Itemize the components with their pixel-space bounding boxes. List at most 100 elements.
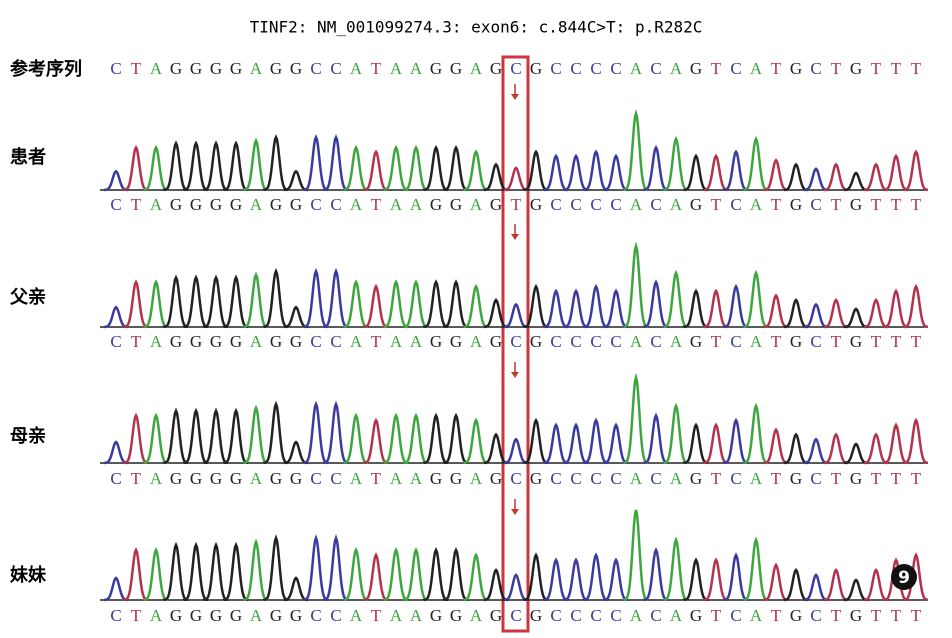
base: C xyxy=(590,332,601,351)
base: A xyxy=(390,195,403,214)
base: G xyxy=(450,195,462,214)
peak xyxy=(702,288,728,329)
peak xyxy=(863,567,889,602)
base: G xyxy=(450,469,462,488)
peak xyxy=(242,137,269,192)
peak xyxy=(283,576,309,602)
peak xyxy=(302,400,329,465)
base: T xyxy=(711,332,722,351)
base: C xyxy=(590,59,601,78)
base: T xyxy=(711,59,722,78)
peak xyxy=(182,407,209,465)
peak xyxy=(702,557,729,602)
peak xyxy=(522,149,549,192)
peak xyxy=(283,305,309,329)
base: A xyxy=(410,469,423,488)
base: T xyxy=(131,59,142,78)
base: G xyxy=(790,195,802,214)
base: G xyxy=(190,195,202,214)
base: C xyxy=(610,59,621,78)
base: C xyxy=(610,195,621,214)
base: C xyxy=(550,59,561,78)
peak xyxy=(202,541,229,602)
base: G xyxy=(290,606,302,625)
base: A xyxy=(150,332,163,351)
peak xyxy=(162,140,189,192)
peak xyxy=(722,552,749,602)
base: T xyxy=(131,606,142,625)
base: T xyxy=(871,606,882,625)
base: C xyxy=(610,606,621,625)
base: G xyxy=(490,606,502,625)
base: A xyxy=(250,332,263,351)
base: G xyxy=(210,59,222,78)
base: G xyxy=(430,469,442,488)
arrow-head xyxy=(511,509,519,515)
peak xyxy=(242,404,269,465)
base: C xyxy=(330,606,341,625)
base: A xyxy=(750,332,763,351)
peak xyxy=(362,417,389,465)
base: C xyxy=(590,195,601,214)
base: C xyxy=(650,469,661,488)
peak xyxy=(803,167,829,192)
base: G xyxy=(490,195,502,214)
base: T xyxy=(131,469,142,488)
peak xyxy=(803,573,829,602)
peak xyxy=(843,171,869,192)
peak xyxy=(622,509,649,602)
base: T xyxy=(891,59,902,78)
base: C xyxy=(650,195,661,214)
row-label: 妹妹 xyxy=(9,565,47,586)
peak xyxy=(342,279,369,329)
base: A xyxy=(390,332,403,351)
peak xyxy=(602,422,629,465)
base: C xyxy=(310,59,321,78)
base: A xyxy=(750,195,763,214)
base: G xyxy=(690,606,702,625)
peak xyxy=(742,135,769,192)
base: T xyxy=(831,469,842,488)
peak xyxy=(483,162,509,192)
base: A xyxy=(410,606,423,625)
base: C xyxy=(570,606,581,625)
row-label: 父亲 xyxy=(10,286,46,308)
peak xyxy=(122,546,149,602)
base: G xyxy=(270,469,282,488)
base: C xyxy=(330,332,341,351)
peak xyxy=(503,573,529,602)
base: G xyxy=(230,195,242,214)
base: C xyxy=(510,59,521,78)
base: C xyxy=(730,195,741,214)
peak xyxy=(682,557,709,602)
peak xyxy=(542,288,568,329)
peak xyxy=(222,274,249,329)
peak xyxy=(362,283,389,329)
base: T xyxy=(511,195,522,214)
peak xyxy=(342,546,369,602)
peak xyxy=(683,153,709,192)
peak xyxy=(503,166,529,192)
base: C xyxy=(330,469,341,488)
base: C xyxy=(810,332,821,351)
base: A xyxy=(670,332,683,351)
base: T xyxy=(911,606,922,625)
peak xyxy=(483,567,509,602)
base: C xyxy=(730,606,741,625)
base: T xyxy=(131,332,142,351)
base: A xyxy=(350,469,363,488)
base: A xyxy=(630,469,643,488)
base: A xyxy=(250,606,263,625)
peak xyxy=(662,536,689,602)
base: T xyxy=(771,469,782,488)
base: G xyxy=(530,195,542,214)
peak xyxy=(382,546,409,602)
base: G xyxy=(690,332,702,351)
badge-circle xyxy=(891,564,917,590)
peak xyxy=(202,407,229,465)
base: T xyxy=(911,469,922,488)
peak xyxy=(262,534,289,602)
base: T xyxy=(831,332,842,351)
base: A xyxy=(470,59,483,78)
peak xyxy=(222,541,249,602)
